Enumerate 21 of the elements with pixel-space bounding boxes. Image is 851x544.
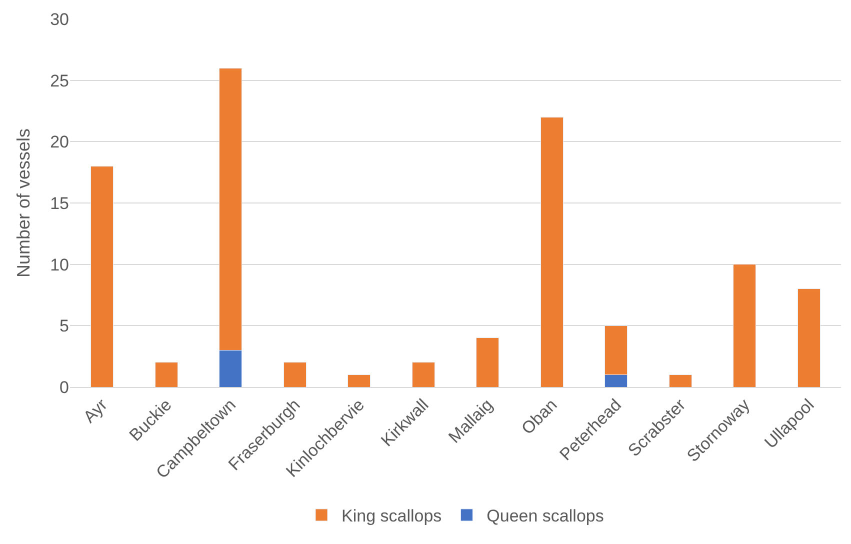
bar <box>90 166 114 387</box>
x-tick-label: Ayr <box>80 395 112 427</box>
y-tick-label: 25 <box>50 71 69 90</box>
legend-label: King scallops <box>342 506 442 526</box>
bar <box>154 362 178 387</box>
y-tick-label: 30 <box>50 10 69 29</box>
y-axis-title: Number of vessels <box>13 128 34 278</box>
y-tick-label: 10 <box>50 255 69 274</box>
y-tick-label: 5 <box>60 316 69 336</box>
bar <box>733 264 756 387</box>
bar <box>348 374 371 387</box>
bar <box>283 362 306 387</box>
bar <box>540 116 564 387</box>
bar <box>476 338 500 387</box>
y-tick-label: 15 <box>50 194 69 213</box>
y-tick-label: 20 <box>50 132 69 152</box>
bar <box>797 288 820 387</box>
legend-label: Queen scallops <box>486 506 604 526</box>
bar <box>668 374 692 387</box>
y-tick-label: 0 <box>60 378 69 397</box>
bar <box>412 362 435 387</box>
